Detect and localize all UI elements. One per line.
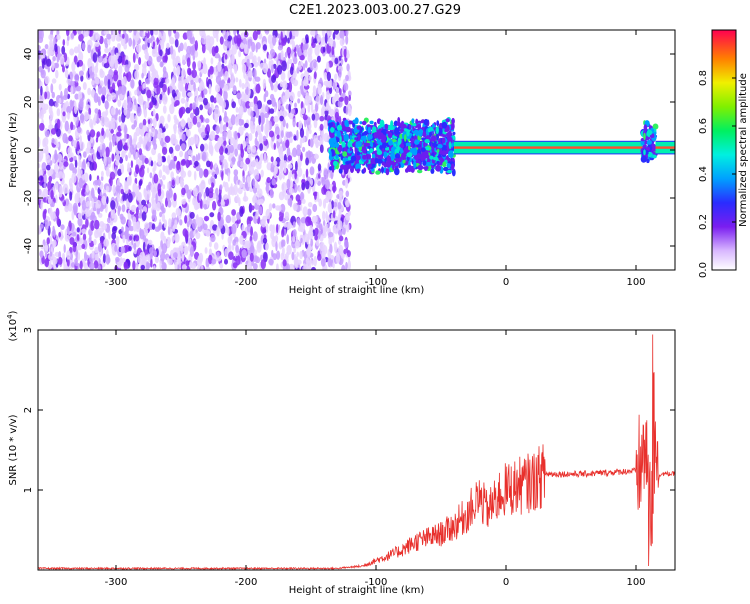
snr-series-group (38, 334, 675, 570)
colorbar-tick-label: 0.6 (698, 118, 709, 134)
x-tick-label: 0 (503, 277, 509, 288)
y-multiplier-label: (x104) (6, 310, 19, 341)
colorbar-tick-label: 0.0 (698, 262, 709, 278)
x-tick-label: 100 (626, 577, 645, 588)
colorbar-tick-label: 0.4 (698, 166, 709, 182)
y-tick-label: 3 (23, 327, 34, 333)
x-axis-label: Height of straight line (km) (289, 285, 425, 296)
y-tick-label: 40 (23, 48, 34, 61)
colorbar-gradient (711, 29, 737, 271)
x-tick-label: -300 (105, 277, 128, 288)
colorbar: 0.0 0.2 0.4 0.6 0.8 Normalized spectral ampli… (698, 29, 749, 278)
spectrogram-region (38, 30, 353, 270)
spectrogram-region (640, 120, 659, 164)
spectrogram-texture (38, 30, 675, 270)
spectrogram-region (327, 117, 456, 177)
y-tick-label: -20 (23, 190, 34, 206)
x-axis-label: Height of straight line (km) (289, 585, 425, 596)
snr-frame (37, 329, 676, 571)
y-axis-label: SNR (10 * v/v) (8, 414, 19, 485)
y-tick-label: -40 (23, 238, 34, 254)
y-tick-label: 1 (23, 487, 34, 493)
colorbar-tick-label: 0.8 (698, 70, 709, 86)
snr-panel: -300 -200 -100 0 100 1 2 3 Height of straight li… (6, 310, 676, 596)
x-tick-label: -100 (365, 577, 388, 588)
spectrogram-region (454, 140, 643, 155)
colorbar-label: Normalized spectral amplitude (738, 73, 749, 227)
x-tick-label: 100 (626, 277, 645, 288)
x-tick-label: -200 (235, 277, 258, 288)
y-tick-label: 0 (23, 147, 34, 153)
y-tick-label: 2 (23, 407, 34, 413)
colorbar-tick-label: 0.2 (698, 214, 709, 230)
x-tick-label: -300 (105, 577, 128, 588)
x-tick-label: -100 (365, 277, 388, 288)
y-axis-label: Frequency (Hz) (8, 112, 19, 188)
snr-series-line (38, 334, 675, 570)
snr-background (38, 330, 675, 570)
chart-title: C2E1.2023.003.00.27.G29 (289, 3, 461, 18)
x-tick-label: -200 (235, 577, 258, 588)
x-tick-label: 0 (503, 577, 509, 588)
spectrogram-region (655, 140, 675, 155)
y-tick-label: 20 (23, 96, 34, 109)
